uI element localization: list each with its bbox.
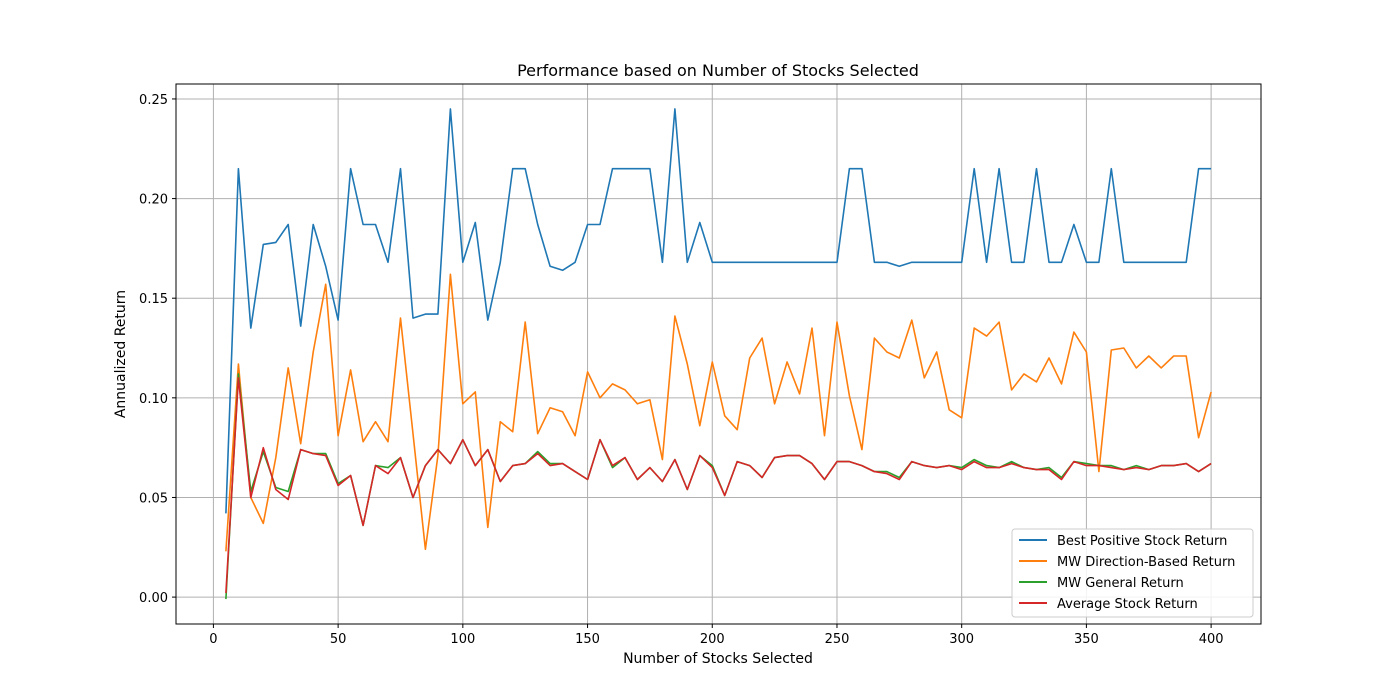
y-tick-label: 0.20 (139, 193, 168, 208)
x-tick-label: 150 (575, 632, 600, 647)
legend-label-4: Average Stock Return (1057, 597, 1198, 612)
y-tick-label: 0.10 (139, 392, 168, 407)
x-tick-label: 300 (949, 632, 974, 647)
y-axis-label: Annualized Return (113, 290, 129, 418)
x-tick-label: 200 (700, 632, 725, 647)
x-axis-label: Number of Stocks Selected (623, 651, 813, 667)
legend-label-1: Best Positive Stock Return (1057, 534, 1227, 549)
axis-ticks: 0 50 100 150 200 250 300 350 400 0.00 0.05 0.10 0.15… (139, 93, 1223, 647)
y-tick-label: 0.15 (139, 292, 168, 307)
series-line-1 (225, 108, 1212, 514)
x-tick-label: 100 (450, 632, 475, 647)
series-line-4 (225, 377, 1212, 594)
chart-title: Performance based on Number of Stocks Se… (517, 61, 919, 80)
x-tick-label: 400 (1199, 632, 1224, 647)
series-lines (225, 108, 1212, 600)
x-tick-label: 0 (209, 632, 217, 647)
legend-box (1011, 528, 1254, 618)
legend: Best Positive Stock Return MW Direction-B… (1011, 528, 1254, 618)
series-line-2 (225, 273, 1212, 552)
axes-frame (175, 83, 1262, 625)
legend-label-2: MW Direction-Based Return (1057, 555, 1235, 570)
x-tick-label: 50 (330, 632, 347, 647)
y-tick-label: 0.25 (139, 93, 168, 108)
legend-label-3: MW General Return (1057, 576, 1184, 591)
y-tick-label: 0.00 (139, 591, 168, 606)
y-tick-label: 0.05 (139, 491, 168, 506)
x-tick-label: 350 (1074, 632, 1099, 647)
x-tick-label: 250 (825, 632, 850, 647)
